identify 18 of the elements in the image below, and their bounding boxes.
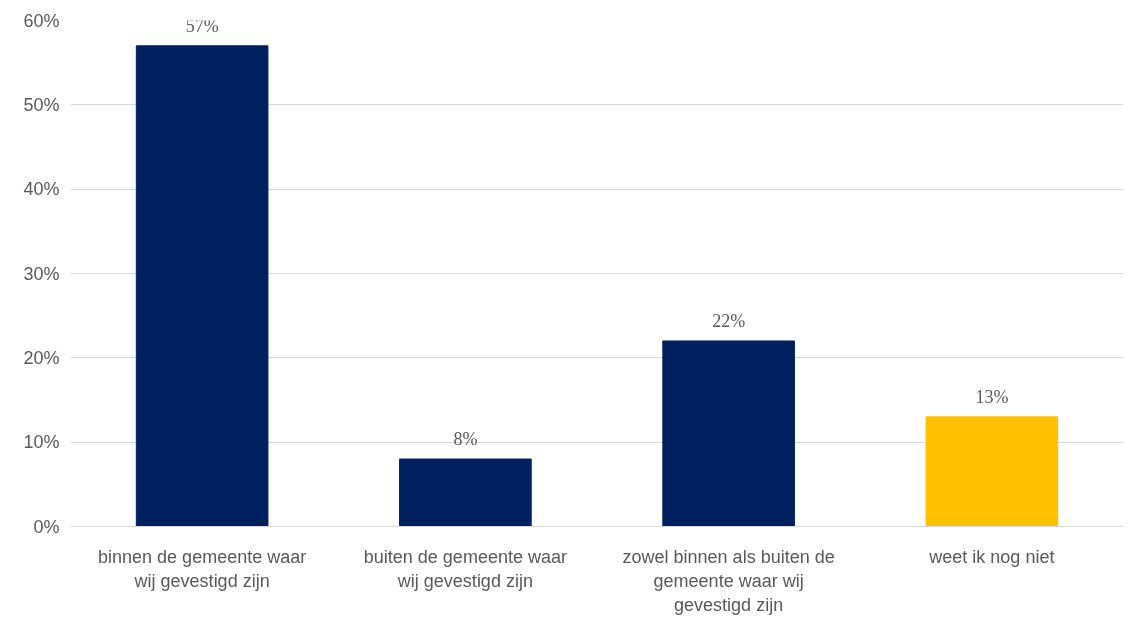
bar	[662, 340, 795, 527]
bar	[135, 45, 269, 527]
data-label: 8%	[453, 429, 478, 450]
y-tick-label: 40%	[23, 179, 60, 200]
y-tick-label: 10%	[23, 432, 60, 453]
y-tick-label: 0%	[33, 516, 60, 537]
y-tick-label: 30%	[23, 263, 60, 284]
bar	[925, 416, 1059, 527]
x-tick-label: buiten de gemeente waar wij gevestigd zijn	[363, 546, 567, 591]
x-tick-label: zowel binnen als buiten de gemeente waar wij gevestigd zijn	[622, 546, 835, 615]
x-tick-label: weet ik nog niet	[928, 546, 1055, 567]
y-tick-label: 60%	[23, 10, 60, 31]
y-tick-label: 50%	[23, 94, 60, 115]
bar	[399, 458, 532, 527]
data-label: 13%	[975, 386, 1009, 407]
y-tick-label: 20%	[23, 347, 60, 368]
x-tick-label: binnen de gemeente waar wij gevestigd zijn	[98, 546, 307, 591]
data-label: 22%	[712, 310, 746, 331]
